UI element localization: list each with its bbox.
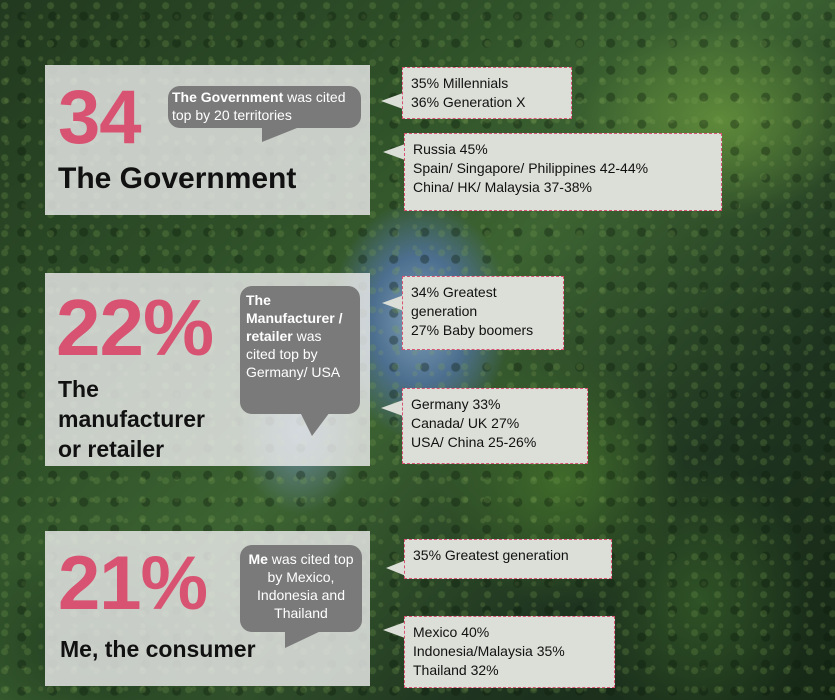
- government-label: The Government: [58, 162, 297, 195]
- government-bubble: The Government was cited top by 20 terri…: [168, 86, 361, 128]
- callout-arrow: [381, 400, 403, 416]
- government-territory-box: Russia 45% Spain/ Singapore/ Philippines…: [404, 133, 722, 211]
- box-line: China/ HK/ Malaysia 37-38%: [413, 179, 592, 195]
- box-line: 35% Millennials: [411, 75, 509, 91]
- box-line: Germany 33%: [411, 396, 501, 412]
- callout-arrow: [383, 144, 405, 160]
- box-line: 34% Greatest: [411, 284, 497, 300]
- consumer-generation-box: 35% Greatest generation: [404, 539, 612, 579]
- manufacturer-stat: 22%: [56, 283, 214, 372]
- government-bubble-text: was cited top by 20 territories: [172, 89, 346, 123]
- box-line: Mexico 40%: [413, 624, 490, 640]
- manufacturer-label-line-1: The: [58, 376, 99, 402]
- callout-arrow: [386, 560, 406, 576]
- manufacturer-label-line-2: manufacturer: [58, 406, 205, 432]
- box-line: Canada/ UK 27%: [411, 415, 520, 431]
- box-line: 36% Generation X: [411, 94, 526, 110]
- box-line: USA/ China 25-26%: [411, 434, 537, 450]
- government-generation-box: 35% Millennials 36% Generation X: [402, 67, 572, 119]
- consumer-label: Me, the consumer: [60, 636, 256, 662]
- manufacturer-label-line-3: or retailer: [58, 436, 165, 462]
- consumer-bubble-text: was cited top by Mexico, Indonesia and T…: [257, 551, 354, 621]
- government-bubble-bold: The Government: [172, 89, 284, 105]
- consumer-stat: 21%: [58, 541, 208, 626]
- manufacturer-generation-box: 34% Greatest generation 27% Baby boomers: [402, 276, 564, 350]
- manufacturer-bubble-bold: The Manufacturer / retailer: [246, 292, 343, 344]
- manufacturer-bubble: The Manufacturer / retailer was cited to…: [240, 286, 360, 414]
- consumer-territory-box: Mexico 40% Indonesia/Malaysia 35% Thaila…: [404, 616, 615, 688]
- bubble-tail: [300, 412, 330, 436]
- consumer-bubble: Me was cited top by Mexico, Indonesia an…: [240, 545, 362, 632]
- bubble-tail: [285, 630, 323, 648]
- callout-arrow: [381, 93, 403, 109]
- box-line: Indonesia/Malaysia 35%: [413, 643, 565, 659]
- consumer-bubble-bold: Me: [248, 551, 268, 567]
- box-line: 27% Baby boomers: [411, 322, 534, 338]
- box-line: Spain/ Singapore/ Philippines 42-44%: [413, 160, 649, 176]
- government-stat: 34: [58, 75, 142, 160]
- manufacturer-territory-box: Germany 33% Canada/ UK 27% USA/ China 25…: [402, 388, 588, 464]
- box-line: Thailand 32%: [413, 662, 499, 678]
- manufacturer-bubble-text: was cited top by Germany/ USA: [246, 328, 341, 380]
- bubble-tail: [262, 126, 302, 142]
- box-line: Russia 45%: [413, 141, 488, 157]
- callout-arrow: [382, 295, 404, 311]
- callout-arrow: [383, 622, 405, 638]
- box-line: 35% Greatest generation: [413, 547, 569, 563]
- box-line: generation: [411, 303, 478, 319]
